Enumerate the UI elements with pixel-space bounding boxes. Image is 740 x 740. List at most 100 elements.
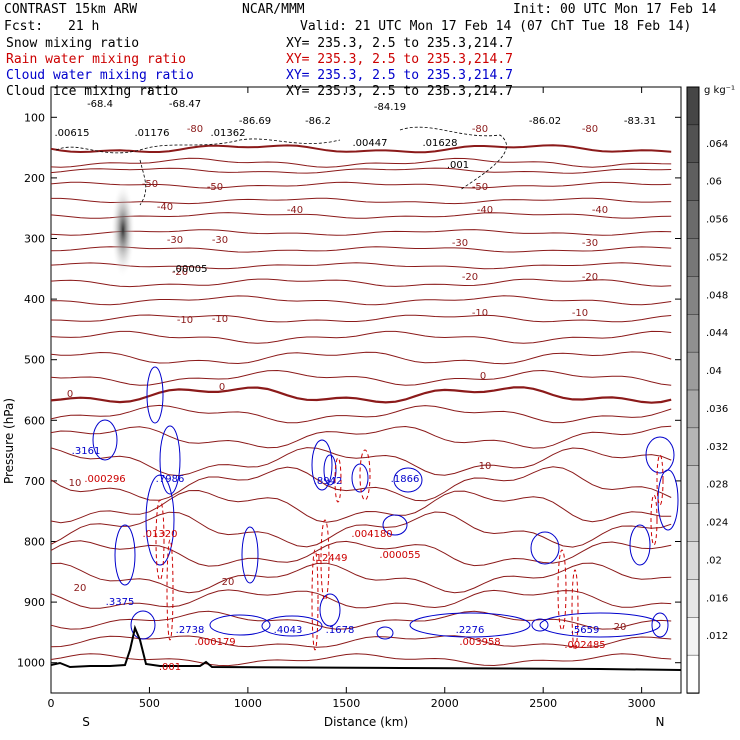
temperature-label: -50 <box>207 182 223 193</box>
value-label: .001 <box>447 160 469 171</box>
cloud-water-contour <box>539 612 661 638</box>
temperature-contour <box>51 197 672 205</box>
valid-text: Valid: 21 UTC Mon 17 Feb 14 (07 ChT Tue … <box>300 19 691 34</box>
temperature-contour <box>50 466 672 502</box>
axes: 0 500 1000 1500 2000 2500 30001002003004005006… <box>17 87 681 710</box>
rain-water-contour <box>311 549 319 651</box>
colorbar-cell <box>686 465 700 505</box>
cloud-water-contour <box>159 425 181 495</box>
cloud-water-contour <box>146 366 164 424</box>
y-tick-label: 300 <box>24 233 45 246</box>
temperature-label: -50 <box>142 179 158 190</box>
value-label: .00005 <box>173 264 208 275</box>
temperature-contour <box>50 540 672 567</box>
colorbar-tick-label: .048 <box>706 290 728 301</box>
value-label: -83.31 <box>624 116 656 127</box>
value-label: -86.2 <box>305 116 331 127</box>
colorbar-units: g kg⁻¹ <box>704 85 735 96</box>
cloud-water-contour <box>409 612 531 638</box>
colorbar-cell <box>686 162 700 202</box>
temperature-contour <box>50 181 672 189</box>
legend-entry: Rain water mixing ratio <box>6 52 186 67</box>
temperature-contour <box>50 157 672 168</box>
temperature-contour <box>50 489 672 524</box>
temperature-label: -10 <box>572 308 588 319</box>
y-tick-label: 100 <box>24 111 45 124</box>
cloud-water-contour <box>145 474 175 566</box>
colorbar-cell <box>686 238 700 278</box>
temperature-label: -10 <box>212 314 228 325</box>
y-tick-label: 200 <box>24 172 45 185</box>
temperature-label: -10 <box>472 308 488 319</box>
value-label: .1678 <box>326 625 355 636</box>
temperature-contour <box>50 144 672 154</box>
temperature-label: -30 <box>452 238 468 249</box>
snow-blob <box>111 182 135 278</box>
colorbar-cell <box>686 351 700 391</box>
x-tick-label: 2500 <box>529 697 557 710</box>
temperature-label: 20 <box>222 577 235 588</box>
y-tick-label: 1000 <box>17 657 45 670</box>
cloud-water-contour <box>645 436 675 474</box>
value-label: -86.02 <box>529 116 561 127</box>
cloud-water-contour <box>241 526 259 584</box>
temperature-contour <box>50 635 672 649</box>
temperature-contour <box>50 262 672 270</box>
legend-xy: XY= 235.3, 2.5 to 235.3,214.7 <box>286 52 513 67</box>
temperature-contours: -80 -80 -80 -50 -50 -50 -40 -40 -40 -40 -30 -30 -30 -… <box>50 124 672 667</box>
temperature-label: -80 <box>472 124 488 135</box>
y-tick-label: 600 <box>24 414 45 427</box>
y-tick-label: 900 <box>24 596 45 609</box>
cloud-water-contour <box>319 593 341 627</box>
rain-water-contours <box>155 449 664 651</box>
cloud-water-contours <box>92 366 679 640</box>
title-text: CONTRAST 15km ARW <box>4 2 137 17</box>
rain-water-contour <box>155 499 165 581</box>
value-label: .01320 <box>143 529 178 540</box>
cloud-water-contour <box>376 626 394 640</box>
x-end-label-right: N <box>656 715 665 729</box>
value-label: .2276 <box>456 625 485 636</box>
temperature-label: -40 <box>592 205 608 216</box>
y-tick-label: 700 <box>24 475 45 488</box>
cloud-ice-contour <box>399 126 507 191</box>
cloud-water-contour <box>323 454 337 486</box>
legend-xy: XY= 235.3, 2.5 to 235.3,214.7 <box>286 36 513 51</box>
plot-frame <box>50 86 682 694</box>
temperature-contour <box>50 330 672 344</box>
value-label: .3161 <box>72 446 101 457</box>
colorbar-cell <box>686 124 700 164</box>
cloud-water-contour <box>209 614 271 636</box>
rain-water-contour <box>334 457 342 503</box>
value-label: .8942 <box>314 476 343 487</box>
rain-water-contour <box>166 539 174 641</box>
cloud-ice-contour <box>139 159 147 206</box>
colorbar-cell <box>686 200 700 240</box>
terrain-path <box>50 624 682 671</box>
value-label: .01362 <box>211 128 246 139</box>
value-label: -68.47 <box>169 99 201 110</box>
temperature-label: 0 <box>67 389 73 400</box>
colorbar: g kg⁻¹ .064 .06 .056 .052 .048 .044 .04 .036 .032… <box>686 85 735 694</box>
colorbar-cell <box>686 86 700 126</box>
temperature-label: 0 <box>219 382 225 393</box>
colorbar-cell <box>686 579 700 618</box>
colorbar-tick-label: .06 <box>706 177 722 188</box>
temperature-contour <box>50 653 672 667</box>
colorbar-cell <box>686 427 700 467</box>
temperature-contour <box>50 511 672 548</box>
value-label: .004180 <box>351 529 392 540</box>
cloud-ice-contour <box>55 138 341 154</box>
cloud-water-contour <box>393 467 423 493</box>
temperature-contour <box>50 295 672 306</box>
snow-mixing-shading <box>111 182 135 278</box>
y-axis-label: Pressure (hPa) <box>2 398 16 484</box>
value-label: -84.19 <box>374 102 406 113</box>
value-label: .4043 <box>274 625 303 636</box>
temperature-contour <box>50 212 672 219</box>
rain-water-contour <box>359 449 371 501</box>
colorbar-cell <box>686 503 700 543</box>
colorbar-cell <box>686 617 700 656</box>
value-label: .001 <box>159 662 181 673</box>
